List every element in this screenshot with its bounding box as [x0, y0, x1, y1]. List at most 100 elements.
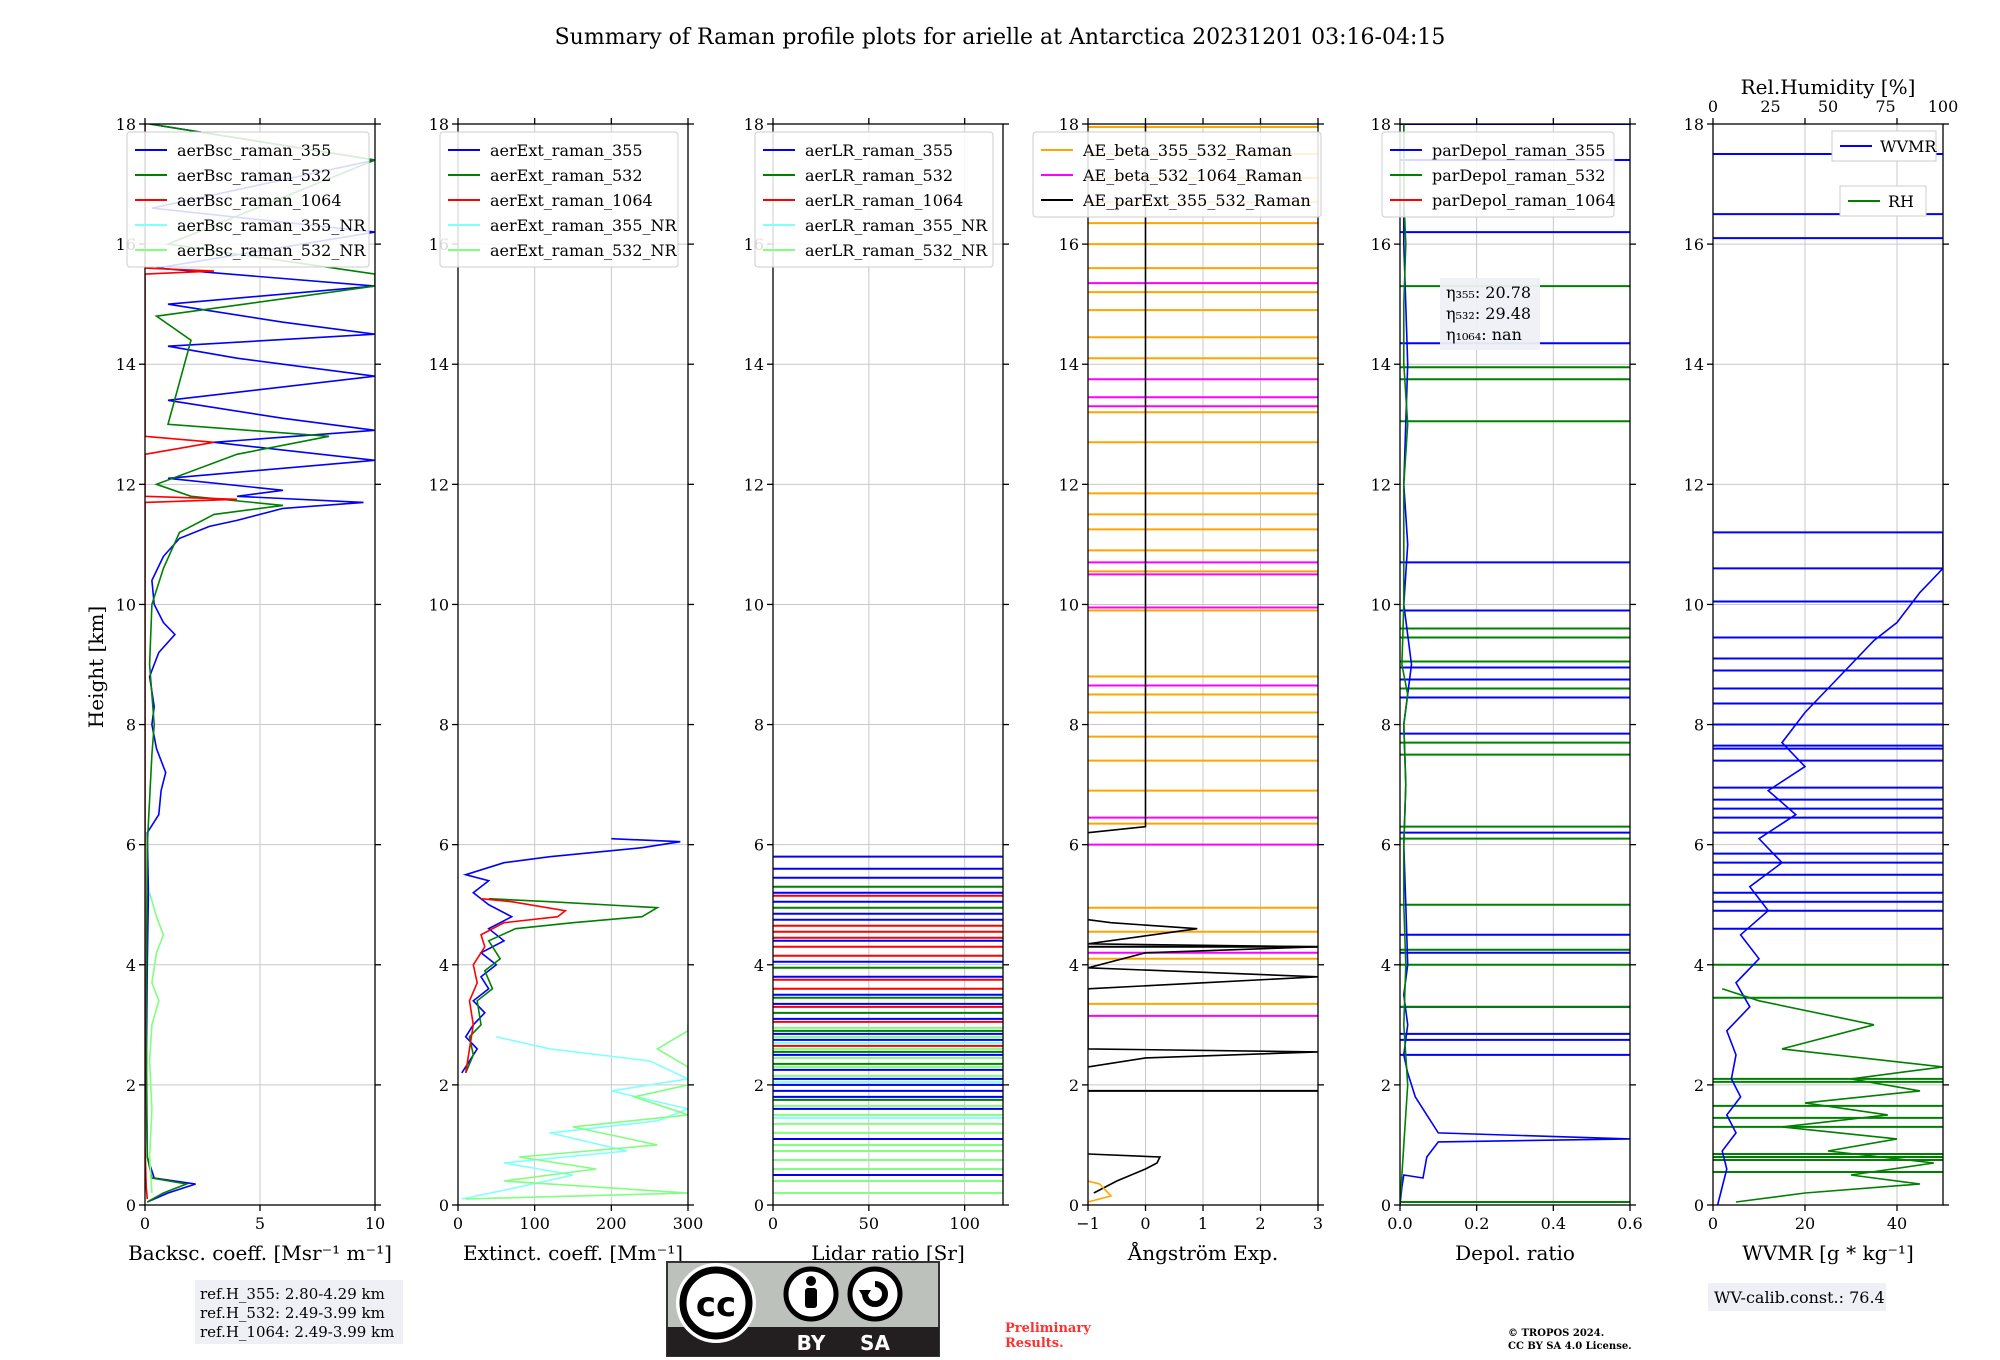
y-tick-label: 6 [754, 836, 764, 855]
preliminary-line-2: Results. [1005, 1336, 1064, 1351]
grid [457, 123, 689, 1206]
legend-entry: aerExt_raman_355_NR [490, 216, 678, 235]
plot-area [461, 837, 688, 1200]
y-tick-label: 0 [1381, 1196, 1391, 1215]
y-tick-label: 12 [1371, 475, 1391, 494]
x-tick-label: 2 [1255, 1214, 1265, 1233]
x-tick-label: 0.6 [1617, 1214, 1642, 1233]
y-tick-label: 14 [1684, 355, 1704, 374]
legend: aerLR_raman_355 aerLR_raman_532 aerLR_rama… [754, 131, 994, 268]
series-aerBsc_raman_1064 [145, 124, 238, 1200]
svg-text:RH: RH [1888, 192, 1914, 211]
y-tick-label: 6 [1069, 836, 1079, 855]
sa-share-icon [847, 1266, 903, 1322]
plot-area [1713, 153, 1943, 1205]
series-AE_beta_355_532_Raman [1088, 1180, 1113, 1203]
y-tick-label: 18 [1059, 115, 1079, 134]
y-tick-label: 10 [1059, 595, 1079, 614]
y-tick-label: 14 [1371, 355, 1391, 374]
legend-entry: aerExt_raman_532 [490, 166, 643, 185]
series-parDepol_raman_532 [1400, 124, 1409, 1204]
x-tick-label: 0.0 [1387, 1214, 1412, 1233]
y-tick-label: 2 [439, 1076, 449, 1095]
y-tick-label: 4 [1381, 956, 1391, 975]
y-tick-label: 6 [126, 836, 136, 855]
legend-entry: AE_beta_355_532_Raman [1082, 141, 1292, 160]
axes-frame [457, 123, 689, 1206]
y-tick-label: 12 [1059, 475, 1079, 494]
y-tick-label: 10 [116, 595, 136, 614]
copyright-line-2: CC BY SA 4.0 License. [1508, 1341, 1632, 1352]
legend-entry: parDepol_raman_1064 [1432, 191, 1616, 210]
y-tick-label: 12 [1684, 475, 1704, 494]
x-axis-label: Backsc. coeff. [Msr⁻¹ m⁻¹] [128, 1241, 392, 1265]
ref-height-532: ref.H_532: 2.49-3.99 km [200, 1304, 385, 1322]
top-x-tick-label: 75 [1875, 97, 1895, 116]
y-tick-label: 0 [439, 1196, 449, 1215]
y-tick-label: 8 [1694, 716, 1704, 735]
legend-entry: AE_beta_532_1064_Raman [1082, 166, 1302, 185]
legend: aerBsc_raman_355 aerBsc_raman_532 aerBsc_r… [126, 131, 370, 268]
legend-entry: aerBsc_raman_355_NR [177, 216, 366, 235]
plot-area [1088, 124, 1318, 1203]
grid [1087, 123, 1319, 1206]
legend-entry: aerLR_raman_1064 [805, 191, 963, 210]
y-tick-label: 14 [744, 355, 764, 374]
y-tick-label: 8 [1069, 716, 1079, 735]
y-tick-label: 2 [1069, 1076, 1079, 1095]
series-aerBsc_raman_532 [145, 124, 375, 1203]
series-aerExt_raman_355 [461, 837, 681, 1074]
top-x-tick-label: 50 [1818, 97, 1838, 116]
series-AE_parExt_355_532_Raman_mid [1088, 918, 1318, 1068]
x-tick-label: −1 [1076, 1214, 1100, 1233]
x-axis-label: Extinct. coeff. [Mm⁻¹] [463, 1241, 683, 1265]
y-tick-label: 2 [126, 1076, 136, 1095]
x-tick-label: 0 [768, 1214, 778, 1233]
y-tick-label: 6 [439, 836, 449, 855]
y-tick-label: 2 [1694, 1076, 1704, 1095]
y-tick-label: 10 [1371, 595, 1391, 614]
plot-area [1400, 124, 1630, 1205]
legend-entry: aerExt_raman_532_NR [490, 241, 678, 260]
legend-entry: aerBsc_raman_1064 [177, 191, 342, 210]
x-tick-label: 5 [255, 1214, 265, 1233]
series-RH [1721, 988, 1943, 1203]
x-tick-label: 200 [596, 1214, 627, 1233]
x-tick-label: 1 [1198, 1214, 1208, 1233]
plot-area [773, 855, 1003, 1194]
cc-license-badge[interactable]: cc BY SA [666, 1261, 940, 1357]
y-tick-label: 10 [744, 595, 764, 614]
y-tick-label: 8 [439, 716, 449, 735]
series-aerExt_raman_532 [464, 897, 660, 1074]
series-parDepol_raman_355 [1400, 124, 1630, 1205]
legend-entry: aerLR_raman_355 [805, 141, 953, 160]
copyright-line-1: © TROPOS 2024. [1508, 1328, 1604, 1339]
wv-calib-value: WV-calib.const.: 76.4 [1714, 1288, 1885, 1307]
legend-entry: parDepol_raman_532 [1432, 166, 1605, 185]
cc-icon: cc [696, 1285, 736, 1325]
series-AE_parExt_355_532_Raman_top [1088, 124, 1147, 834]
legend-entry: aerLR_raman_532 [805, 166, 953, 185]
top-x-tick-label: 100 [1928, 97, 1959, 116]
svg-text:WVMR: WVMR [1880, 137, 1937, 156]
y-tick-label: 4 [126, 956, 136, 975]
y-tick-label: 4 [1694, 956, 1704, 975]
y-tick-label: 12 [429, 475, 449, 494]
ref-height-355: ref.H_355: 2.80-4.29 km [200, 1285, 385, 1303]
y-tick-label: 12 [744, 475, 764, 494]
y-tick-label: 0 [754, 1196, 764, 1215]
axes-frame [1399, 123, 1631, 1206]
depol-value: η₃₅₅: 20.78 [1446, 283, 1531, 302]
x-tick-label: 100 [949, 1214, 980, 1233]
x-tick-label: 0.2 [1464, 1214, 1489, 1233]
y-tick-label: 4 [1069, 956, 1079, 975]
depol-value: η₁₀₆₄: nan [1446, 325, 1522, 344]
series-aerExt_raman_355_NR [461, 1036, 688, 1200]
y-tick-label: 4 [439, 956, 449, 975]
y-tick-label: 0 [1069, 1196, 1079, 1215]
y-tick-label: 8 [754, 716, 764, 735]
